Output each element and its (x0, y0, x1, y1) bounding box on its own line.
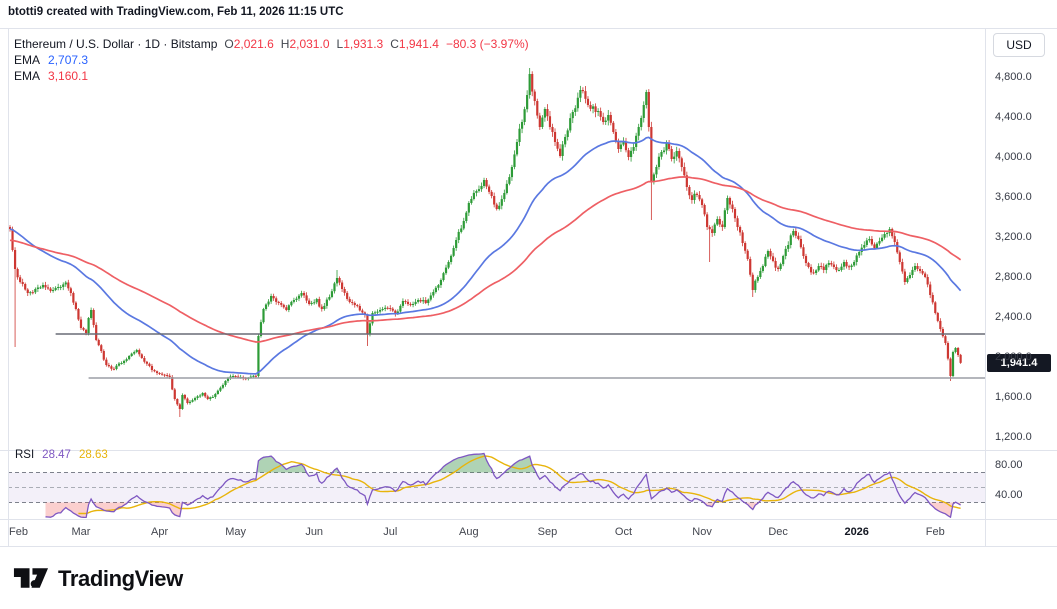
high-label: H (280, 37, 290, 51)
price-axis-label: 3,600.0 (995, 191, 1032, 203)
time-axis-top-border (0, 519, 1057, 520)
open-label: O (224, 37, 234, 51)
price-axis-border (985, 28, 986, 546)
rsi-ma-value: 28.63 (78, 449, 108, 461)
chart-left-border (8, 28, 9, 546)
time-axis-label: Oct (614, 526, 633, 538)
rsi-label: RSI (15, 449, 35, 461)
low-label: L (336, 37, 344, 51)
time-axis-label: Mar (71, 526, 91, 538)
time-axis-label: Nov (692, 526, 712, 538)
tradingview-logo-icon (12, 563, 49, 594)
price-axis-label: 4,800.0 (995, 71, 1032, 83)
tradingview-logo-text: TradingView (58, 565, 183, 591)
pane-separator[interactable] (0, 450, 1057, 451)
time-axis-label: Feb (9, 526, 28, 538)
price-axis-label: 2,000.0 (995, 351, 1032, 363)
time-axis-label: 2026 (844, 526, 869, 538)
tradingview-logo[interactable]: TradingView (12, 563, 183, 594)
chart-bottom-border (0, 546, 1057, 547)
time-axis-label: Feb (925, 526, 945, 538)
price-axis[interactable]: USD 1,941.4 4,800.0 4,400.0 4,000.0 3,600.0… (985, 28, 1057, 519)
chart-svg[interactable] (0, 0, 985, 546)
price-axis-label: 1,200.0 (995, 431, 1032, 443)
close-label: C (390, 37, 399, 51)
rsi-axis-label: 40.00 (995, 489, 1023, 501)
time-axis-label: Jun (305, 526, 324, 538)
chart-top-border (0, 28, 1057, 29)
symbol-title[interactable]: Ethereum / U.S. Dollar · 1D · Bitstamp (14, 37, 218, 51)
open-value: 2,021.6 (233, 37, 274, 51)
low-value: 1,931.3 (343, 37, 384, 51)
time-axis-label: Dec (768, 526, 788, 538)
currency-usd-button[interactable]: USD (993, 33, 1045, 57)
symbol-row[interactable]: Ethereum / U.S. Dollar · 1D · Bitstamp O2… (14, 36, 529, 52)
snapshot-credit: btotti9 created with TradingView.com, Fe… (8, 6, 344, 18)
time-axis[interactable]: Feb Mar Apr May Jun Jul Aug Sep Oct Nov Dec 2026 Feb (0, 519, 985, 546)
price-axis-label: 4,000.0 (995, 151, 1032, 163)
last-price-badge: 1,941.4 (987, 353, 1051, 372)
change-value: −80.3 (−3.97%) (445, 37, 529, 51)
ema-slow-value: 3,160.1 (48, 69, 89, 83)
price-axis-label: 4,400.0 (995, 111, 1032, 123)
rsi-value: 28.47 (42, 449, 71, 461)
time-axis-label: Aug (459, 526, 479, 538)
ema-slow-label: EMA (14, 69, 41, 83)
price-axis-label: 3,200.0 (995, 231, 1032, 243)
time-axis-label: Sep (537, 526, 558, 538)
price-chart-canvas[interactable] (0, 0, 985, 546)
price-axis-label: 1,600.0 (995, 391, 1032, 403)
price-axis-label: 2,400.0 (995, 311, 1032, 323)
price-axis-label: 2,800.0 (995, 271, 1032, 283)
rsi-axis-label: 80.00 (995, 459, 1023, 471)
rsi-legend[interactable]: RSI 28.47 28.63 (15, 449, 116, 461)
ema-fast-row[interactable]: EMA 2,707.3 (14, 52, 529, 68)
time-axis-label: Jul (383, 526, 398, 538)
ema-slow-row[interactable]: EMA 3,160.1 (14, 68, 529, 84)
chart-legend: Ethereum / U.S. Dollar · 1D · Bitstamp O2… (14, 36, 529, 84)
time-axis-label: Apr (151, 526, 169, 538)
close-value: 1,941.4 (398, 37, 439, 51)
ema-fast-value: 2,707.3 (48, 53, 89, 67)
high-value: 2,031.0 (289, 37, 330, 51)
time-axis-label: May (225, 526, 246, 538)
ema-fast-label: EMA (14, 53, 41, 67)
